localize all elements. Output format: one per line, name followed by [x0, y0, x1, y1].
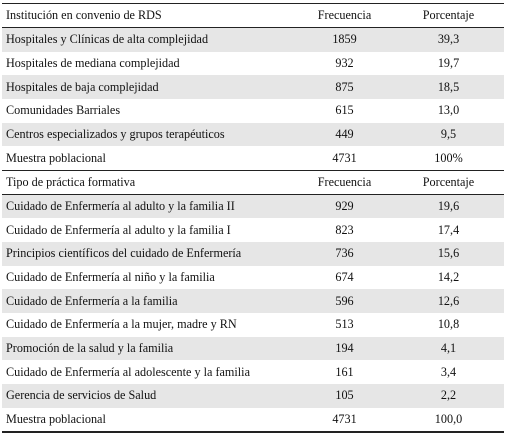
table-row: Gerencia de servicios de Salud 105 2,2 — [2, 383, 504, 408]
row-label: Promoción de la salud y la familia — [2, 336, 296, 361]
table-row: Hospitales de mediana complejidad 932 19… — [2, 52, 504, 76]
row-percentage: 10,8 — [437, 317, 460, 332]
row-frequency: 615 — [335, 103, 354, 118]
section2-header-row: Tipo de práctica formativa Frecuencia Po… — [2, 169, 504, 195]
table-row: Cuidado de Enfermería a la mujer, madre … — [2, 313, 504, 337]
row-frequency: 823 — [335, 222, 354, 237]
section2-header-frequency: Frecuencia — [296, 169, 393, 195]
row-percentage: 2,2 — [393, 383, 504, 408]
row-label: Centros especializados y grupos terapéut… — [2, 122, 296, 147]
row-label: Cuidado de Enfermería al adulto y la fam… — [2, 194, 296, 219]
table-row: Cuidado de Enfermería al niño y la famil… — [2, 266, 504, 290]
row-frequency: 596 — [296, 289, 393, 314]
section1-header-percentage: Porcentaje — [393, 3, 504, 28]
row-percentage: 4,1 — [393, 336, 504, 361]
row-frequency: 513 — [335, 317, 354, 332]
table-row: Comunidades Barriales 615 13,0 — [2, 99, 504, 123]
row-percentage: 17,4 — [437, 222, 460, 237]
row-label: Principios científicos del cuidado de En… — [2, 242, 296, 266]
row-frequency: 161 — [335, 364, 354, 379]
table-row: Centros especializados y grupos terapéut… — [2, 122, 504, 147]
row-percentage: 19,7 — [437, 55, 460, 70]
row-percentage: 100,0 — [393, 407, 504, 434]
row-frequency: 875 — [296, 75, 393, 99]
row-label: Cuidado de Enfermería a la mujer, madre … — [6, 317, 237, 332]
total-row: Muestra poblacional 4731 100% — [2, 146, 504, 170]
row-percentage: 9,5 — [393, 122, 504, 147]
row-label: Comunidades Barriales — [6, 103, 121, 118]
row-frequency: 4731 — [296, 407, 393, 434]
row-label: Cuidado de Enfermería al niño y la famil… — [6, 270, 215, 285]
table-row: Cuidado de Enfermería al adolescente y l… — [2, 360, 504, 384]
section1-header-label: Institución en convenio de RDS — [2, 3, 296, 28]
row-percentage: 19,6 — [393, 194, 504, 219]
row-frequency: 674 — [335, 270, 354, 285]
row-percentage: 13,0 — [437, 103, 460, 118]
total-row: Muestra poblacional 4731 100,0 — [2, 407, 504, 434]
row-frequency: 1859 — [296, 27, 393, 52]
table-row: Promoción de la salud y la familia 194 4… — [2, 336, 504, 361]
row-percentage: 14,2 — [437, 270, 460, 285]
row-label: Hospitales de mediana complejidad — [6, 55, 180, 70]
table-row: Cuidado de Enfermería al adulto y la fam… — [2, 194, 504, 219]
row-percentage: 18,5 — [393, 75, 504, 99]
row-label: Gerencia de servicios de Salud — [2, 383, 296, 408]
table-row: Cuidado de Enfermería a la familia 596 1… — [2, 289, 504, 314]
row-label: Muestra poblacional — [6, 150, 106, 165]
section2-header-label: Tipo de práctica formativa — [2, 169, 296, 195]
data-table: Institución en convenio de RDS Frecuenci… — [2, 3, 504, 434]
table-row: Cuidado de Enfermería al adulto y la fam… — [2, 218, 504, 242]
table-row: Hospitales de baja complejidad 875 18,5 — [2, 75, 504, 99]
row-percentage: 39,3 — [393, 27, 504, 52]
row-frequency: 4731 — [332, 150, 357, 165]
row-frequency: 194 — [296, 336, 393, 361]
row-frequency: 449 — [296, 122, 393, 147]
row-percentage: 3,4 — [440, 364, 457, 379]
row-frequency: 736 — [296, 242, 393, 266]
row-frequency: 105 — [296, 383, 393, 408]
row-frequency: 932 — [335, 55, 354, 70]
row-percentage: 15,6 — [393, 242, 504, 266]
table-row: Hospitales y Clínicas de alta complejida… — [2, 27, 504, 52]
row-label: Cuidado de Enfermería al adulto y la fam… — [6, 222, 231, 237]
row-label: Hospitales y Clínicas de alta complejida… — [2, 27, 296, 52]
table-row: Principios científicos del cuidado de En… — [2, 242, 504, 266]
row-label: Hospitales de baja complejidad — [2, 75, 296, 99]
section2-header-percentage: Porcentaje — [393, 169, 504, 195]
row-label: Cuidado de Enfermería a la familia — [2, 289, 296, 314]
section1-header-row: Institución en convenio de RDS Frecuenci… — [2, 3, 504, 28]
row-percentage: 12,6 — [393, 289, 504, 314]
section1-header-frequency: Frecuencia — [296, 3, 393, 28]
row-frequency: 929 — [296, 194, 393, 219]
row-label: Muestra poblacional — [2, 407, 296, 434]
row-label: Cuidado de Enfermería al adolescente y l… — [6, 364, 250, 379]
row-percentage: 100% — [434, 150, 463, 165]
